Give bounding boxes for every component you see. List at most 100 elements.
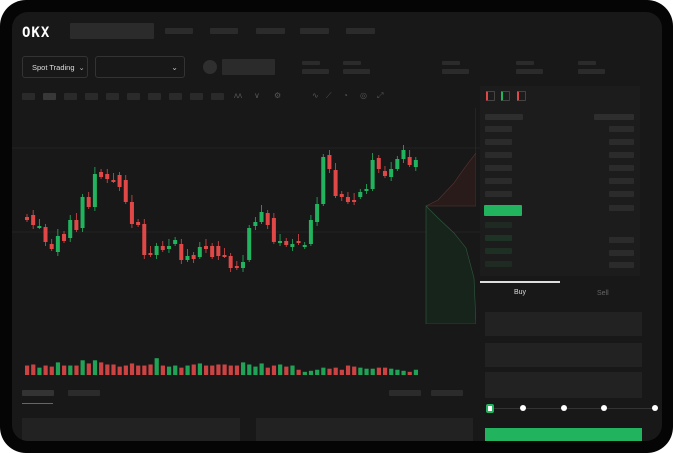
buy-button[interactable] [485, 428, 642, 441]
pair-price [222, 59, 275, 75]
candle [62, 234, 67, 241]
nav-item[interactable] [346, 28, 375, 34]
candle [43, 227, 48, 242]
stat-label [343, 61, 361, 65]
camera-icon[interactable]: ◔ [343, 91, 348, 100]
tab-open-orders[interactable] [22, 390, 54, 396]
candle [395, 159, 400, 169]
candle [333, 170, 338, 196]
order-book-view-icon[interactable] [486, 91, 495, 101]
candle [284, 241, 289, 245]
price-input[interactable] [485, 312, 642, 336]
fullscreen-icon[interactable]: ⤢ [377, 91, 384, 100]
stat-value [516, 69, 543, 74]
tab-history[interactable] [68, 390, 100, 396]
line-icon[interactable]: ∿ [312, 91, 319, 100]
trading-screen: OKX Spot Trading ⌄ ⌄ Buy Sell ʌʌ ∨ ⚙ ∿ ⟋ ◔ ◎ ⤢ [12, 12, 662, 441]
timeframe-button[interactable] [43, 93, 56, 100]
ask-amount [609, 178, 634, 184]
order-book-view-icon[interactable] [517, 91, 526, 101]
volume-bar [278, 364, 283, 375]
volume-bar [210, 365, 215, 375]
candle [123, 180, 128, 202]
filter-button[interactable] [389, 390, 421, 396]
volume-bar [185, 365, 190, 375]
candle [197, 247, 202, 257]
timeframe-button[interactable] [148, 93, 161, 100]
candle [339, 194, 344, 197]
candle [210, 246, 215, 257]
chart-type-icon[interactable]: ∨ [254, 91, 260, 100]
volume-bar [352, 366, 357, 375]
volume-bar [308, 370, 314, 375]
amount-input[interactable] [485, 343, 642, 367]
nav-item[interactable] [165, 28, 193, 34]
volume-bar [142, 365, 147, 375]
volume-bar [166, 366, 172, 375]
timeframe-button[interactable] [85, 93, 98, 100]
slider-step[interactable] [561, 405, 567, 411]
stat-label [578, 61, 596, 65]
volume-bar [136, 365, 141, 375]
filter-button[interactable] [431, 390, 463, 396]
depth-bids [425, 205, 476, 324]
candle [31, 215, 36, 225]
volume-bar [407, 371, 412, 375]
stat-value [343, 69, 370, 74]
tab-buy[interactable]: Buy [514, 289, 527, 296]
volume-bar [401, 370, 406, 375]
timeframe-button[interactable] [22, 93, 35, 100]
timeframe-button[interactable] [64, 93, 77, 100]
percent-slider[interactable] [490, 408, 655, 409]
nav-item[interactable] [256, 28, 285, 34]
timeframe-button[interactable] [106, 93, 119, 100]
volume-bar [382, 367, 388, 375]
okx-logo: OKX [22, 25, 51, 41]
ask-amount [609, 139, 634, 145]
indicators-icon[interactable]: ʌʌ [234, 91, 242, 100]
order-book-view-icon[interactable] [501, 91, 510, 101]
volume-bar [271, 365, 277, 375]
pair-select[interactable]: ⌄ [95, 56, 185, 78]
candle [247, 228, 252, 260]
timeframe-button[interactable] [127, 93, 140, 100]
candle [228, 256, 233, 268]
candle [86, 197, 91, 207]
volume-bar [339, 369, 344, 375]
timeframe-button[interactable] [190, 93, 203, 100]
slider-step[interactable] [520, 405, 526, 411]
volume-bar [345, 365, 351, 375]
tab-sell[interactable]: Sell [597, 290, 609, 297]
slider-step[interactable] [652, 405, 658, 411]
volume-bar [333, 367, 338, 375]
market-select[interactable]: Spot Trading ⌄ [22, 56, 88, 78]
search-bar[interactable] [70, 23, 154, 39]
settings-icon[interactable]: ⚙ [274, 91, 282, 100]
slider-step[interactable] [601, 405, 607, 411]
volume-bar [358, 367, 363, 375]
volume-bar [62, 365, 67, 375]
last-price [484, 205, 522, 216]
timeframe-button[interactable] [169, 93, 182, 100]
slider-handle[interactable] [486, 404, 494, 413]
order-card [22, 418, 240, 441]
nav-item[interactable] [210, 28, 238, 34]
stat-value [442, 69, 469, 74]
candle [407, 157, 412, 165]
ask-amount [609, 165, 634, 171]
candle [92, 174, 97, 207]
bid-price [485, 248, 512, 254]
stat-label [516, 61, 534, 65]
timeframe-button[interactable] [211, 93, 224, 100]
book-header-price [485, 114, 523, 120]
volume-bar [234, 365, 240, 375]
target-icon[interactable]: ◎ [360, 91, 367, 100]
nav-item[interactable] [300, 28, 329, 34]
volume-bar [247, 364, 252, 375]
volume-bar [160, 365, 165, 375]
candlestick-chart[interactable] [12, 104, 482, 394]
volume-bar [117, 366, 122, 375]
volume-bar [284, 366, 289, 375]
total-input[interactable] [485, 372, 642, 398]
ruler-icon[interactable]: ⟋ [326, 91, 332, 100]
